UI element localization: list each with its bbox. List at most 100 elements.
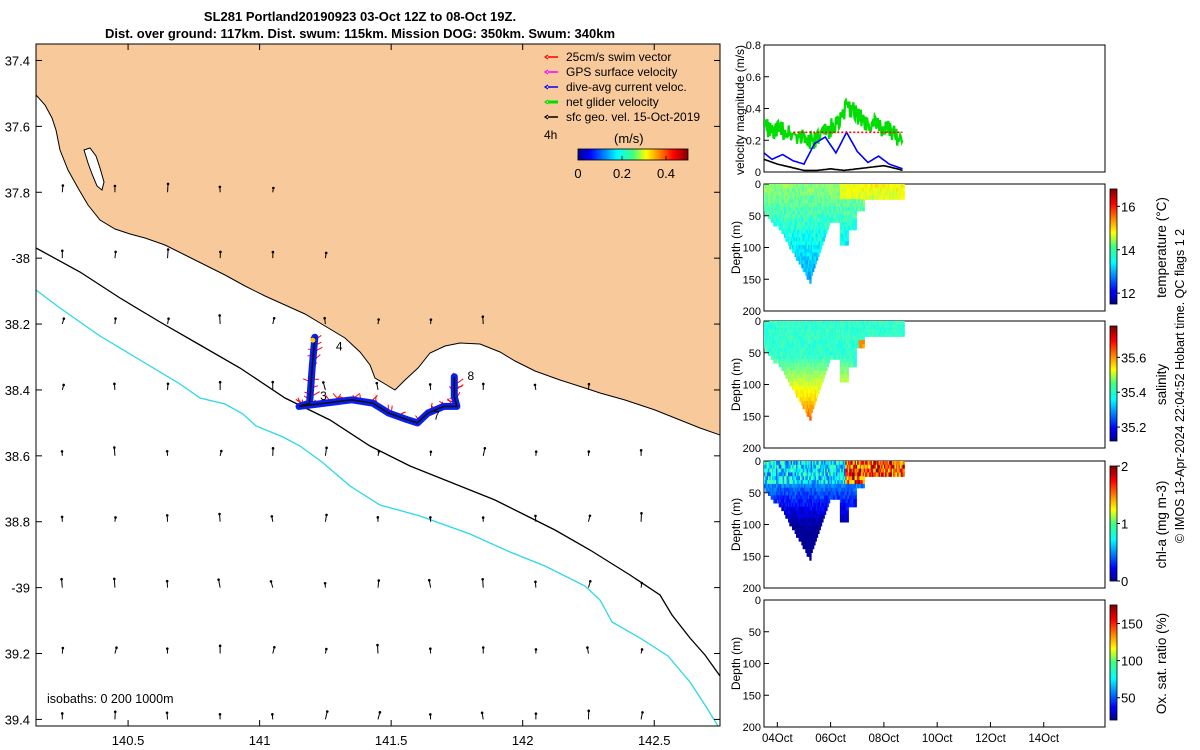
section-cell [857, 340, 860, 345]
section-cell [901, 328, 904, 333]
section-y-tick-label: 150 [743, 551, 761, 563]
section-cell [770, 214, 773, 219]
section-cell [901, 195, 904, 200]
section-cell [809, 389, 812, 394]
section-cell [773, 203, 776, 208]
section-cell [778, 476, 781, 481]
section-cell [893, 468, 896, 473]
section-cell [871, 464, 875, 470]
section-cell [817, 252, 820, 257]
section-cell [796, 502, 799, 508]
section-cell [800, 191, 803, 196]
section-cell [773, 472, 776, 477]
section-cell [804, 518, 807, 523]
section-cell [822, 362, 825, 368]
section-cell [877, 187, 880, 193]
section-cell [769, 199, 772, 204]
section-cell [814, 393, 817, 398]
section-cell [826, 195, 829, 200]
section-cell [789, 191, 792, 196]
section-cell [785, 195, 788, 200]
section-cell [786, 480, 789, 485]
section-cell [887, 464, 891, 470]
section-cell [778, 332, 781, 337]
section-cell [790, 476, 793, 481]
section-cell [825, 476, 828, 481]
section-cell [850, 472, 853, 477]
section-cell [808, 483, 811, 489]
section-cell [821, 461, 824, 466]
geo-vel-arrow [324, 447, 328, 456]
section-cell [899, 191, 903, 196]
section-cell [808, 404, 811, 410]
section-cell [830, 214, 833, 219]
section-cell [766, 324, 769, 330]
geo-vel-arrowhead [429, 713, 432, 716]
section-cell [773, 191, 776, 196]
section-cell [770, 332, 773, 337]
section-cell [851, 203, 855, 208]
section-cell [835, 351, 839, 356]
section-cell [808, 374, 811, 379]
section-cell [777, 199, 780, 204]
section-cell [785, 468, 788, 473]
section-cell [805, 541, 808, 546]
section-cell [809, 222, 812, 227]
section-cell [885, 195, 888, 200]
section-cell [804, 491, 807, 496]
section-cell [790, 229, 793, 235]
section-cell [782, 321, 785, 326]
section-cell [814, 366, 817, 372]
section-cell [805, 191, 808, 196]
section-cell [814, 256, 817, 261]
section-cell [806, 464, 809, 470]
section-cell [818, 514, 821, 519]
section-cell [849, 214, 852, 219]
section-cell [850, 362, 853, 368]
section-cell [809, 347, 812, 353]
section-cell [812, 461, 815, 466]
section-cell [845, 225, 848, 231]
section-cell [773, 321, 776, 326]
section-cell [770, 206, 773, 212]
section-cell [801, 248, 804, 254]
section-cell [800, 336, 803, 341]
section-cell [765, 210, 768, 216]
section-cell [823, 499, 827, 504]
section-cell [814, 522, 817, 527]
section-cell [898, 332, 901, 337]
section-cell [849, 483, 852, 489]
section-cell [793, 491, 796, 496]
section-cell [891, 184, 895, 189]
section-cell [858, 461, 861, 466]
section-cell [788, 518, 791, 523]
section-cell [823, 210, 827, 216]
section-cell [769, 476, 772, 481]
section-cell [857, 321, 860, 326]
section-cell [851, 214, 855, 219]
section-cell [796, 476, 799, 481]
section-cell [819, 382, 823, 387]
section-cell [833, 328, 836, 333]
section-cell [854, 203, 857, 208]
section-cell [765, 184, 768, 189]
section-cell [822, 199, 825, 204]
section-cell [874, 187, 877, 193]
section-cell [780, 340, 783, 345]
section-cell [800, 203, 803, 208]
section-cell [822, 355, 825, 360]
section-cell [839, 487, 843, 493]
section-cell [893, 464, 896, 470]
section-cell [847, 480, 851, 485]
section-cell [800, 385, 803, 391]
section-cell [784, 370, 787, 375]
section-cell [798, 374, 801, 379]
section-cell [813, 362, 816, 368]
section-cell [839, 480, 843, 485]
section-cell [793, 518, 796, 523]
section-cell [780, 191, 783, 196]
section-cell [867, 461, 871, 466]
section-cell [773, 332, 776, 337]
